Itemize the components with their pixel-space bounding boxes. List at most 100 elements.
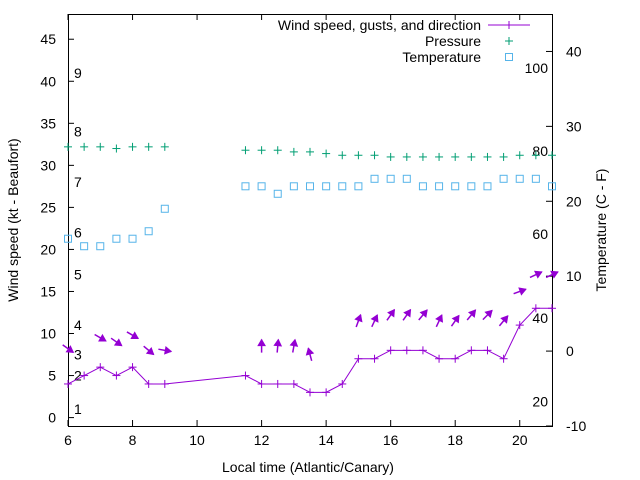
- pressure-point: [467, 152, 476, 161]
- pressure-point: [370, 151, 379, 160]
- y2-tick-label: 0: [566, 343, 574, 359]
- temperature-point: [370, 174, 379, 183]
- legend-square-temperature: [505, 53, 513, 61]
- wind-arrow: [94, 333, 107, 342]
- wind-speed-point: [241, 371, 250, 380]
- temperature-point: [289, 182, 298, 191]
- wind-speed-point: [515, 321, 524, 330]
- wind-speed-point: [306, 388, 314, 397]
- y2-tick-label: 40: [566, 43, 582, 59]
- pressure-point: [531, 151, 540, 160]
- wind-arrow-head: [467, 309, 477, 318]
- pressure-point: [435, 152, 444, 161]
- wind-arrow-head: [370, 314, 379, 323]
- wind-arrow-head: [289, 338, 299, 347]
- legend-plus-pressure: [505, 37, 513, 45]
- legend-sample-pressure: [505, 37, 513, 45]
- wind-arrow: [466, 309, 477, 321]
- plot-frame: [68, 14, 553, 427]
- y-tick-label: 30: [40, 157, 56, 173]
- fahrenheit-label: 20: [532, 393, 548, 409]
- wind-speed-point: [402, 346, 411, 355]
- wind-arrow-head: [534, 270, 543, 279]
- temperature-point: [64, 234, 72, 243]
- wind-arrow: [450, 314, 460, 327]
- temperature-point: [338, 182, 347, 191]
- temperature-point: [241, 182, 250, 191]
- wind-speed-point: [370, 354, 379, 363]
- wind-speed-point: [435, 354, 444, 363]
- temperature-point: [467, 182, 476, 191]
- y-axis-title: Wind speed (kt - Beaufort): [5, 138, 21, 301]
- pressure-point: [499, 152, 508, 161]
- temperature-point: [96, 242, 105, 251]
- y2-tick-label: 10: [566, 268, 582, 284]
- wind-speed-point: [144, 379, 153, 388]
- beaufort-label: 5: [74, 267, 82, 283]
- wind-arrow-head: [550, 270, 559, 279]
- pressure-point: [386, 152, 395, 161]
- wind-arrow: [273, 338, 283, 353]
- x-axis: 6 8 10 12 14 16 18 20: [64, 14, 528, 448]
- beaufort-label: 3: [74, 347, 82, 363]
- legend-plus-wind: [505, 21, 513, 29]
- wind-speed-point: [548, 304, 556, 313]
- fahrenheit-label: 80: [532, 143, 548, 159]
- pressure-point: [80, 142, 89, 151]
- temperature-point: [160, 204, 169, 213]
- wind-arrow-head: [98, 333, 107, 342]
- temperature-point: [273, 189, 282, 198]
- wind-arrow: [545, 270, 559, 279]
- wind-arrow: [143, 345, 155, 356]
- temperature-point: [306, 182, 314, 191]
- wind-speed-point: [64, 379, 72, 388]
- wind-direction-arrows: [62, 270, 559, 362]
- temperature-point: [418, 182, 427, 191]
- wind-arrow-head: [419, 309, 428, 318]
- y-tick-label: 5: [48, 368, 56, 384]
- plot-area: [64, 142, 556, 397]
- pressure-point: [96, 142, 105, 151]
- beaufort-label: 7: [74, 174, 82, 190]
- pressure-point: [144, 142, 153, 151]
- temperature-point: [128, 234, 137, 243]
- wind-speed-point: [257, 379, 266, 388]
- wind-arrow: [482, 309, 493, 321]
- temperature-point: [80, 242, 89, 251]
- temperature-point: [435, 182, 444, 191]
- fahrenheit-label: 60: [532, 226, 548, 242]
- beaufort-label: 8: [74, 124, 82, 140]
- temperature-point: [451, 182, 460, 191]
- beaufort-label: 6: [74, 225, 82, 241]
- wind-arrow: [529, 270, 543, 279]
- wind-speed-point: [386, 346, 395, 355]
- wind-arrow: [513, 287, 527, 296]
- legend: Wind speed, gusts, and direction Pressur…: [278, 17, 530, 65]
- pressure-point: [306, 147, 314, 156]
- wind-arrow: [435, 314, 444, 328]
- pressure-point: [402, 152, 411, 161]
- wind-arrow-head: [305, 347, 315, 356]
- beaufort-label: 9: [74, 65, 82, 81]
- wind-arrow-head: [257, 338, 266, 347]
- temperature-point: [257, 182, 266, 191]
- wind-speed-point: [112, 371, 121, 380]
- x-tick-label: 8: [129, 432, 137, 448]
- x-tick-label: 16: [383, 432, 399, 448]
- pressure-point: [515, 151, 524, 160]
- wind-arrow: [126, 331, 140, 340]
- x-tick-label: 6: [64, 432, 72, 448]
- beaufort-label: 1: [74, 401, 82, 417]
- pressure-point: [338, 151, 347, 160]
- y-tick-label: 10: [40, 326, 56, 342]
- y-axis-left: 0 5 10 15 20 25 30 35 40 45: [40, 31, 74, 426]
- temperature-point: [515, 174, 524, 183]
- pressure-point: [241, 146, 250, 155]
- y2-tick-label: 30: [566, 118, 582, 134]
- pressure-point: [548, 151, 556, 160]
- wind-speed-point: [354, 354, 363, 363]
- wind-speed-point: [483, 346, 492, 355]
- fahrenheit-label: 100: [525, 60, 549, 76]
- wind-speed-point: [451, 354, 460, 363]
- legend-label-wind: Wind speed, gusts, and direction: [278, 17, 481, 33]
